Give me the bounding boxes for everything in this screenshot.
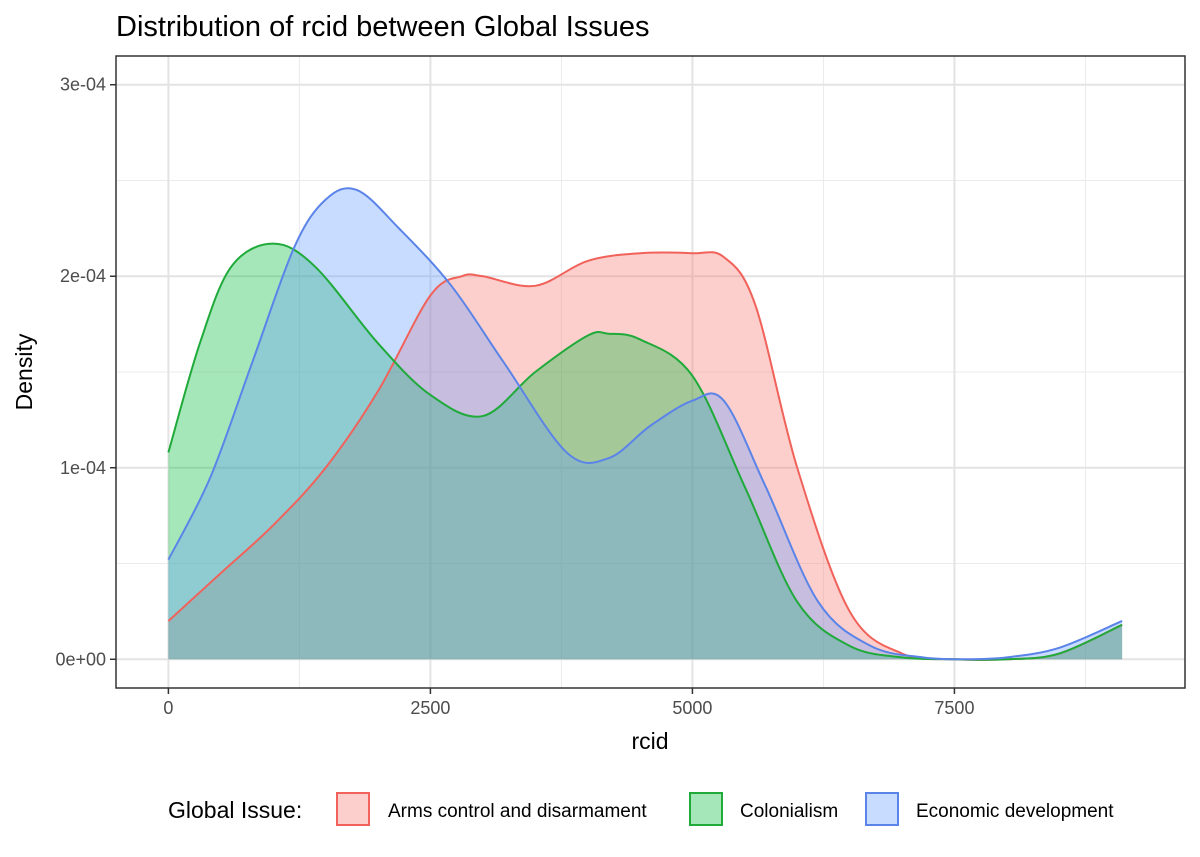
density-area-arms-control-and-disarmament: [168, 252, 1123, 660]
legend-items: Arms control and disarmament Colonialism E…: [335, 791, 1114, 827]
y-tick-label: 1e-04: [60, 458, 106, 478]
y-axis-title: Density: [11, 333, 37, 410]
x-tick-label: 7500: [934, 698, 974, 718]
legend-key-background: [688, 791, 724, 827]
density-lines: [167, 187, 1123, 661]
density-areas: [168, 188, 1123, 660]
legend-swatch-economic-development: [865, 792, 899, 826]
x-axis-title: rcid: [631, 728, 668, 754]
x-tick-label: 5000: [672, 698, 712, 718]
y-tick-label: 3e-04: [60, 75, 106, 95]
density-area-colonialism: [168, 243, 1123, 660]
legend: Global Issue: Arms control and disarmame…: [168, 791, 1114, 827]
legend-key-background: [864, 791, 900, 827]
legend-title: Global Issue:: [168, 797, 302, 823]
legend-swatch-colonialism: [689, 792, 723, 826]
chart-title: Distribution of rcid between Global Issu…: [116, 11, 650, 43]
x-tick-label: 2500: [410, 698, 450, 718]
density-area-economic-development: [168, 188, 1123, 660]
legend-label-colonialism: Colonialism: [740, 801, 838, 822]
legend-item-economic-development: Economic development: [864, 791, 1114, 827]
legend-key-background: [335, 791, 371, 827]
y-tick-label: 2e-04: [60, 266, 106, 286]
legend-item-colonialism: Colonialism: [688, 791, 838, 827]
x-tick-label: 0: [163, 698, 173, 718]
legend-label-arms-control-and-disarmament: Arms control and disarmament: [388, 801, 647, 822]
density-line-economic-development: [167, 187, 1123, 661]
legend-item-arms-control-and-disarmament: Arms control and disarmament: [335, 791, 647, 827]
plot-panel-border: [115, 55, 1186, 689]
legend-swatch-arms-control-and-disarmament: [336, 792, 370, 826]
y-tick-label: 0e+00: [55, 649, 106, 669]
legend-label-economic-development: Economic development: [916, 801, 1114, 822]
grid-lines: [116, 56, 1185, 688]
density-line-colonialism: [167, 242, 1123, 661]
axis-ticks: 0e+00 1e-04 2e-04 3e-04 0 2500 5000 7500: [55, 75, 974, 718]
